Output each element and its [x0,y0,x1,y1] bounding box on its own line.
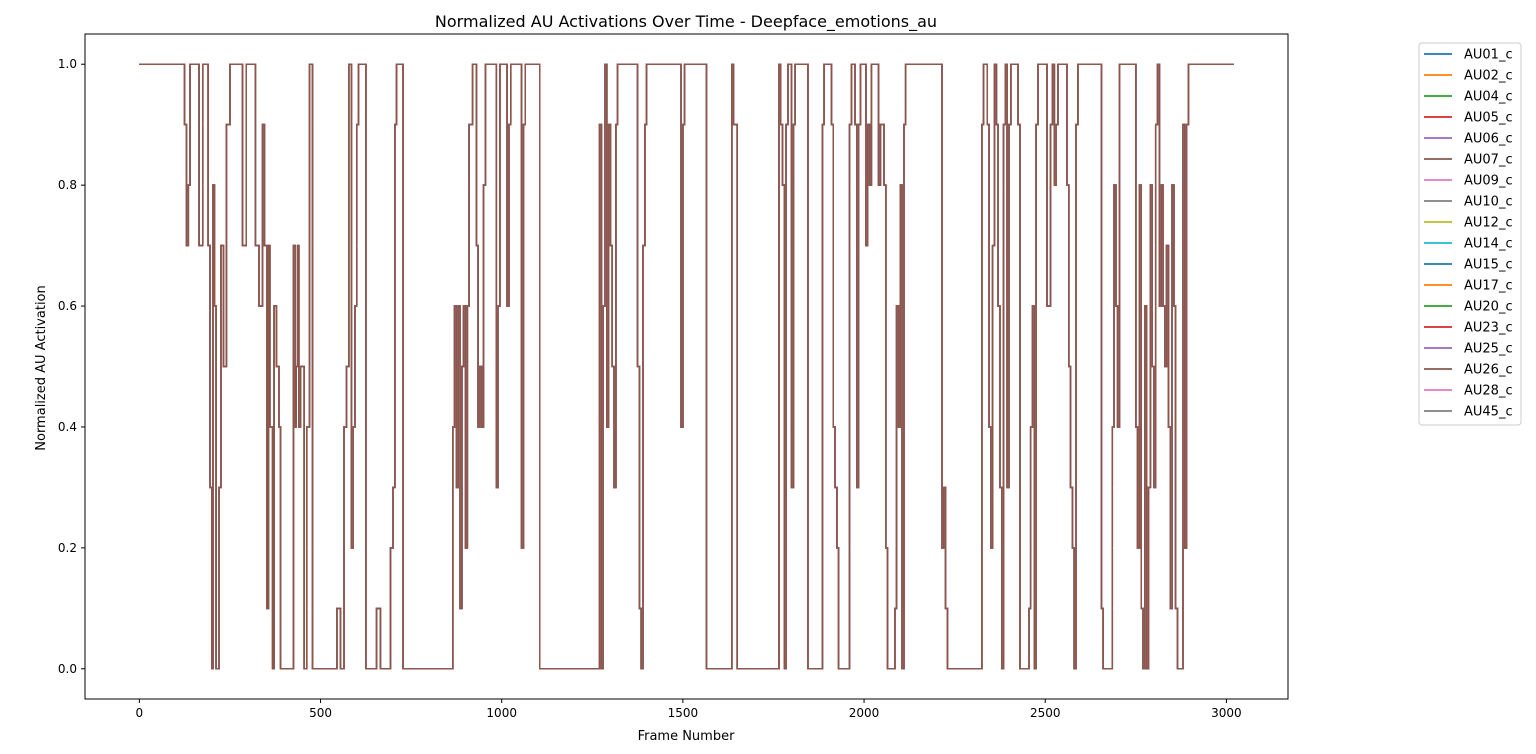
x-tick-label: 1500 [668,706,699,720]
legend-label: AU20_c [1464,300,1513,315]
legend-label: AU14_c [1464,237,1513,252]
y-tick-label: 0.0 [58,662,77,676]
y-tick-label: 0.2 [58,541,77,555]
y-tick-label: 0.8 [58,178,77,192]
chart-title: Normalized AU Activations Over Time - De… [435,12,937,32]
legend-label: AU09_c [1464,174,1513,189]
y-tick-label: 0.6 [58,299,77,313]
legend-label: AU17_c [1464,279,1513,294]
x-tick-label: 3000 [1211,706,1242,720]
x-tick-label: 0 [136,706,144,720]
series-line-visible [139,63,1234,670]
series-layer [139,63,1234,670]
legend-label: AU06_c [1464,132,1513,147]
legend-label: AU26_c [1464,363,1513,378]
legend-label: AU05_c [1464,111,1513,126]
legend: AU01_c AU02_c AU04_c AU05_c AU06_c AU07_c AU09… [1418,42,1522,426]
y-tick-label: 1.0 [58,57,77,71]
y-tick-label: 0.4 [58,420,77,434]
legend-label: AU02_c [1464,69,1513,84]
legend-label: AU45_c [1464,405,1513,420]
x-axis: 0 500 1000 1500 2000 2500 3000 [136,699,1242,720]
x-tick-label: 2000 [849,706,880,720]
legend-label: AU23_c [1464,321,1513,336]
legend-label: AU07_c [1464,153,1513,168]
legend-label: AU12_c [1464,216,1513,231]
x-tick-label: 500 [309,706,332,720]
x-tick-label: 2500 [1030,706,1061,720]
legend-label: AU28_c [1464,384,1513,399]
legend-label: AU01_c [1464,48,1513,63]
legend-label: AU25_c [1464,342,1513,357]
legend-label: AU10_c [1464,195,1513,210]
plot-area [84,33,1289,700]
y-axis: 0.0 0.2 0.4 0.6 0.8 1.0 [58,57,85,676]
x-axis-label: Frame Number [638,729,736,744]
legend-label: AU04_c [1464,90,1513,105]
y-axis-label: Normalized AU Activation [34,285,49,450]
legend-label: AU15_c [1464,258,1513,273]
x-tick-label: 1000 [486,706,517,720]
